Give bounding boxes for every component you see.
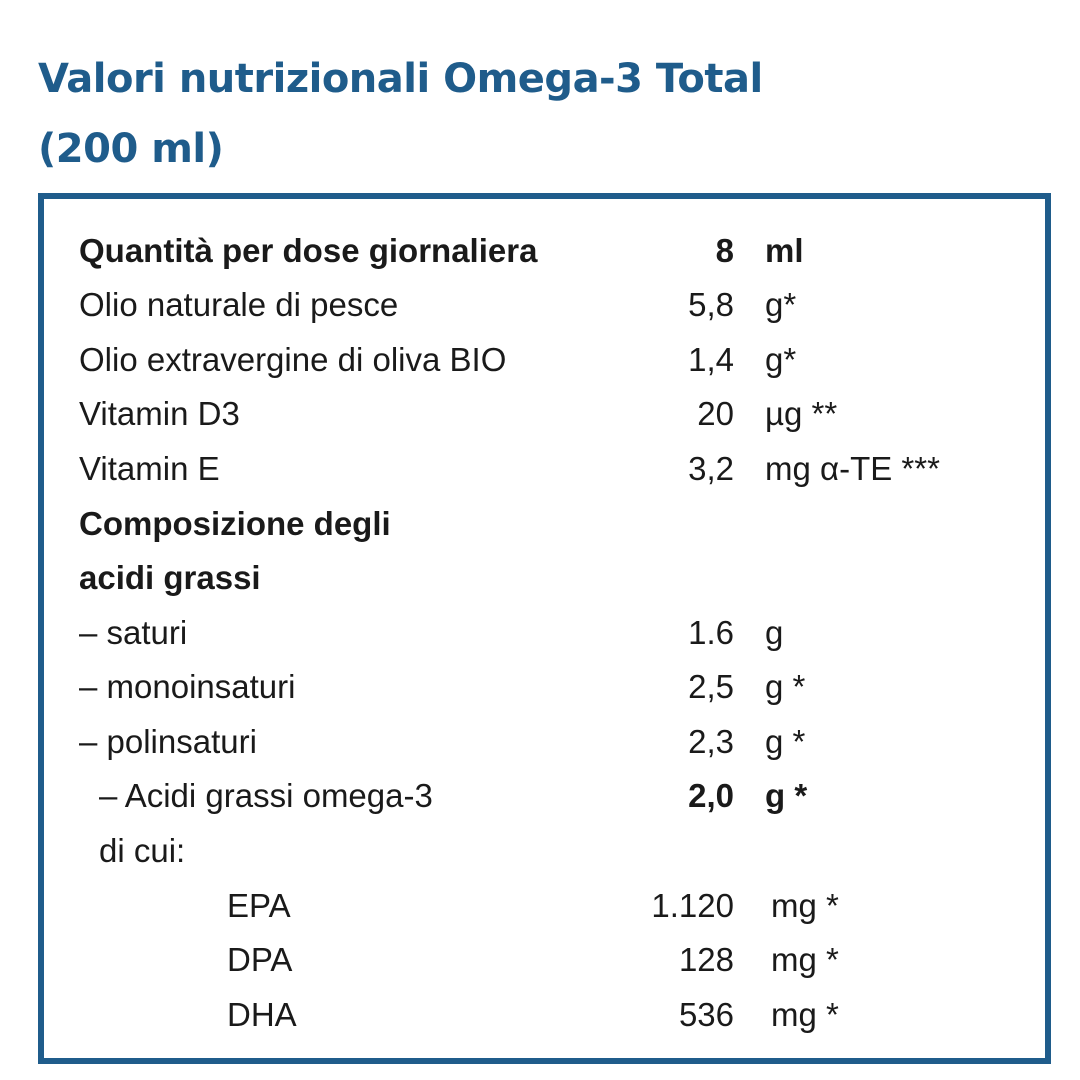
- table-row-fatty-acid-heading-2: acidi grassi: [44, 551, 1045, 605]
- row-label: – Acidi grassi omega-3: [99, 777, 433, 814]
- table-row-omega-3: – Acidi grassi omega-3 2,0 g *: [44, 769, 1045, 823]
- row-value: 536: [678, 996, 734, 1033]
- row-label: DHA: [227, 996, 297, 1033]
- section-heading: Composizione degli: [79, 505, 391, 542]
- row-label: – polinsaturi: [79, 723, 257, 760]
- table-row-daily-dose: Quantità per dose giornaliera 8 ml: [44, 224, 1045, 278]
- row-label: Vitamin E: [79, 450, 220, 487]
- row-unit: g*: [765, 341, 797, 378]
- page-title: Valori nutrizionali Omega-3 Total (200 m…: [38, 44, 1038, 184]
- row-label: Olio extravergine di oliva BIO: [79, 341, 507, 378]
- row-value: 8: [715, 232, 734, 269]
- row-value: 128: [678, 941, 734, 978]
- row-value: 5,8: [688, 286, 734, 323]
- table-row-vitamin-e: Vitamin E 3,2 mg α-TE ***: [44, 442, 1045, 496]
- table-row-vitamin-d3: Vitamin D3 20 µg **: [44, 387, 1045, 441]
- title-line-2: (200 ml): [38, 126, 224, 172]
- row-value: 2,3: [688, 723, 734, 760]
- row-unit: mg *: [771, 887, 839, 924]
- row-unit: mg *: [771, 941, 839, 978]
- table-row-epa: EPA 1.120 mg *: [44, 879, 1045, 933]
- row-label: di cui:: [99, 832, 186, 869]
- table-row-dha: DHA 536 mg *: [44, 988, 1045, 1042]
- table-row-monounsaturated: – monoinsaturi 2,5 g *: [44, 660, 1045, 714]
- row-unit: g*: [765, 286, 797, 323]
- section-heading: acidi grassi: [79, 559, 261, 596]
- row-label: – saturi: [79, 614, 188, 651]
- title-line-1: Valori nutrizionali Omega-3 Total: [38, 56, 763, 102]
- table-row-fatty-acid-heading-1: Composizione degli: [44, 497, 1045, 551]
- row-label: EPA: [227, 887, 291, 924]
- row-value: 1,4: [688, 341, 734, 378]
- row-value: 3,2: [688, 450, 734, 487]
- row-label: – monoinsaturi: [79, 668, 296, 705]
- row-unit: mg *: [771, 996, 839, 1033]
- table-row-polyunsaturated: – polinsaturi 2,3 g *: [44, 715, 1045, 769]
- nutrition-table: Quantità per dose giornaliera 8 ml Olio …: [38, 193, 1051, 1064]
- table-row-of-which: di cui:: [44, 824, 1045, 878]
- row-unit: µg **: [765, 395, 838, 432]
- row-value: 20: [697, 395, 734, 432]
- row-value: 2,0: [688, 777, 734, 814]
- row-unit: mg α-TE ***: [765, 450, 940, 487]
- row-value: 1.120: [651, 887, 734, 924]
- row-value: 1.6: [688, 614, 734, 651]
- table-row-fish-oil: Olio naturale di pesce 5,8 g*: [44, 278, 1045, 332]
- row-unit: g *: [765, 668, 806, 705]
- row-unit: g *: [765, 777, 808, 814]
- row-unit: g *: [765, 723, 806, 760]
- table-row-olive-oil: Olio extravergine di oliva BIO 1,4 g*: [44, 333, 1045, 387]
- row-value: 2,5: [688, 668, 734, 705]
- table-row-saturated: – saturi 1.6 g: [44, 606, 1045, 660]
- row-label: Olio naturale di pesce: [79, 286, 399, 323]
- row-label: Quantità per dose giornaliera: [79, 232, 538, 269]
- row-label: Vitamin D3: [79, 395, 240, 432]
- row-unit: ml: [765, 232, 804, 269]
- row-unit: g: [765, 614, 784, 651]
- table-row-dpa: DPA 128 mg *: [44, 933, 1045, 987]
- row-label: DPA: [227, 941, 293, 978]
